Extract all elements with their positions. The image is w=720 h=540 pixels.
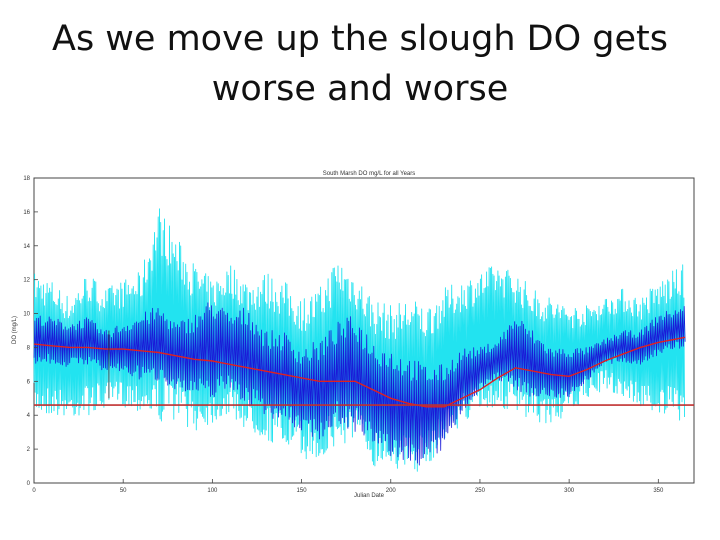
chart-title: South Marsh DO mg/L for all Years <box>323 171 416 177</box>
y-tick-label: 4 <box>27 413 31 419</box>
tick-layer: 0 50 100 150 200 250 300 350 0 2 4 6 8 10 12 14 16 18 <box>23 176 664 494</box>
x-tick-label: 100 <box>207 488 218 494</box>
x-axis-label: Julian Date <box>354 493 385 499</box>
slide-title-line-1: As we move up the slough DO gets <box>52 19 668 59</box>
slide-title-line-2: worse and worse <box>211 69 509 109</box>
x-tick-label: 0 <box>32 488 36 494</box>
mean-line <box>33 336 686 408</box>
y-tick-label: 16 <box>23 210 30 216</box>
x-tick-label: 250 <box>475 488 486 494</box>
slide-title: As we move up the slough DO gets worse a… <box>20 14 700 114</box>
y-tick-label: 8 <box>27 345 31 351</box>
y-tick-label: 0 <box>27 481 31 487</box>
x-tick-label: 50 <box>120 488 127 494</box>
y-tick-label: 14 <box>23 244 30 250</box>
y-tick-label: 12 <box>23 278 30 284</box>
y-tick-label: 10 <box>23 312 30 318</box>
y-tick-label: 2 <box>27 447 31 453</box>
data-layer <box>33 208 694 472</box>
y-tick-label: 18 <box>23 176 30 182</box>
y-axis-label: DO (mg/L) <box>12 316 18 344</box>
x-tick-label: 350 <box>653 488 664 494</box>
x-tick-label: 200 <box>386 488 397 494</box>
x-tick-label: 150 <box>297 488 308 494</box>
x-tick-label: 300 <box>564 488 575 494</box>
y-tick-label: 6 <box>27 379 31 385</box>
